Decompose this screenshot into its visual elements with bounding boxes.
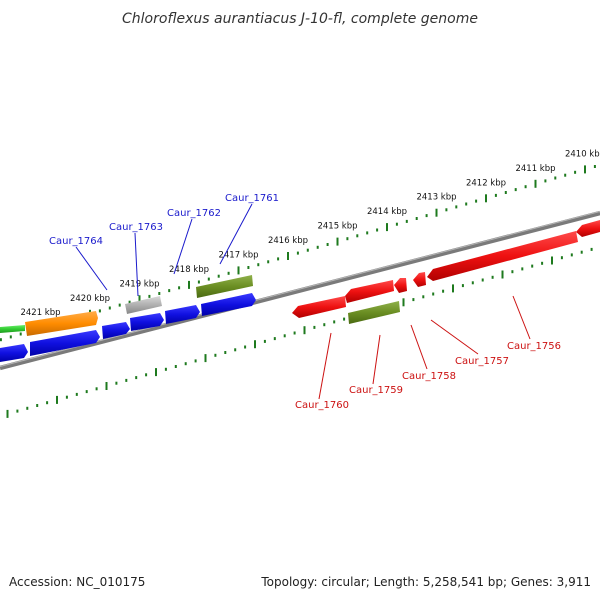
scale-label: 2415 kbp	[317, 222, 357, 232]
gene-arrow-caur1763[interactable]	[125, 296, 162, 314]
scale-label: 2417 kbp	[218, 250, 258, 260]
gene-arrow-green[interactable]	[0, 325, 25, 333]
gene-arrow-caur1757[interactable]	[413, 272, 426, 287]
map-title: Chloroflexus aurantiacus J-10-fl, comple…	[122, 11, 478, 27]
gene-arrow-caur1760[interactable]	[292, 296, 346, 318]
gene-label-caur1759[interactable]: Caur_1759	[349, 385, 403, 396]
scale-labels: 2410 kbp 2411 kbp 2412 kbp 2413 kbp 2414 kbp…	[20, 149, 600, 318]
leader-line	[430, 319, 479, 355]
scale-label: 2413 kbp	[416, 193, 456, 203]
gene-arrow-caur1763-blue[interactable]	[130, 313, 164, 331]
gene-arrow-blue-3[interactable]	[102, 322, 130, 339]
gene-arrow-caur1759[interactable]	[348, 301, 400, 324]
leader-line	[75, 246, 108, 291]
gene-label-caur1757[interactable]: Caur_1757	[455, 356, 509, 367]
leader-line	[512, 295, 531, 340]
gene-arrow-caur1761[interactable]	[201, 293, 256, 316]
gene-label-caur1764[interactable]: Caur_1764	[49, 236, 103, 247]
leader-line	[318, 332, 332, 400]
gene-arrow-caur1756[interactable]	[427, 231, 578, 281]
gene-label-caur1760[interactable]: Caur_1760	[295, 400, 349, 411]
lower-scale-track	[6, 247, 593, 418]
leader-line	[410, 324, 428, 370]
gene-label-caur1761[interactable]: Caur_1761	[225, 193, 279, 204]
gene-label-caur1763[interactable]: Caur_1763	[109, 222, 163, 233]
genome-backbone-highlight	[0, 211, 600, 367]
upper-strand-genes	[0, 275, 256, 362]
gene-label-caur1758[interactable]: Caur_1758	[402, 371, 456, 382]
accession-text: Accession: NC_010175	[9, 575, 145, 589]
leader-line	[219, 203, 253, 265]
gene-label-caur1762[interactable]: Caur_1762	[167, 208, 221, 219]
scale-label: 2419 kbp	[119, 279, 159, 289]
leader-line	[134, 232, 139, 297]
gene-arrow-caur1762[interactable]	[165, 305, 200, 324]
gene-arrow-caur1761-olive[interactable]	[196, 275, 253, 298]
gene-arrow-caur1759-red[interactable]	[345, 280, 394, 303]
scale-label: 2420 kbp	[70, 294, 110, 304]
genome-backbone	[0, 210, 600, 371]
scale-label: 2412 kbp	[466, 178, 506, 188]
genome-summary: Topology: circular; Length: 5,258,541 bp…	[260, 575, 591, 589]
gene-label-caur1756[interactable]: Caur_1756	[507, 341, 561, 352]
scale-label: 2418 kbp	[169, 265, 209, 275]
lower-strand-genes	[292, 220, 600, 324]
scale-label: 2410 kbp	[565, 149, 600, 159]
gene-arrow-blue-2[interactable]	[30, 330, 100, 356]
gene-arrow-blue-1[interactable]	[0, 344, 28, 362]
gene-arrow-orange[interactable]	[25, 311, 98, 336]
leader-line	[372, 334, 381, 385]
gene-labels: Caur_1764 Caur_1763 Caur_1762 Caur_1761 …	[49, 193, 561, 411]
scale-label: 2411 kbp	[515, 164, 555, 174]
leader-line	[173, 218, 193, 275]
scale-label: 2421 kbp	[20, 308, 60, 318]
gene-arrow-caur1758[interactable]	[394, 278, 407, 293]
gene-arrow-next[interactable]	[576, 220, 600, 237]
scale-label: 2414 kbp	[367, 207, 407, 217]
scale-label: 2416 kbp	[268, 236, 308, 246]
